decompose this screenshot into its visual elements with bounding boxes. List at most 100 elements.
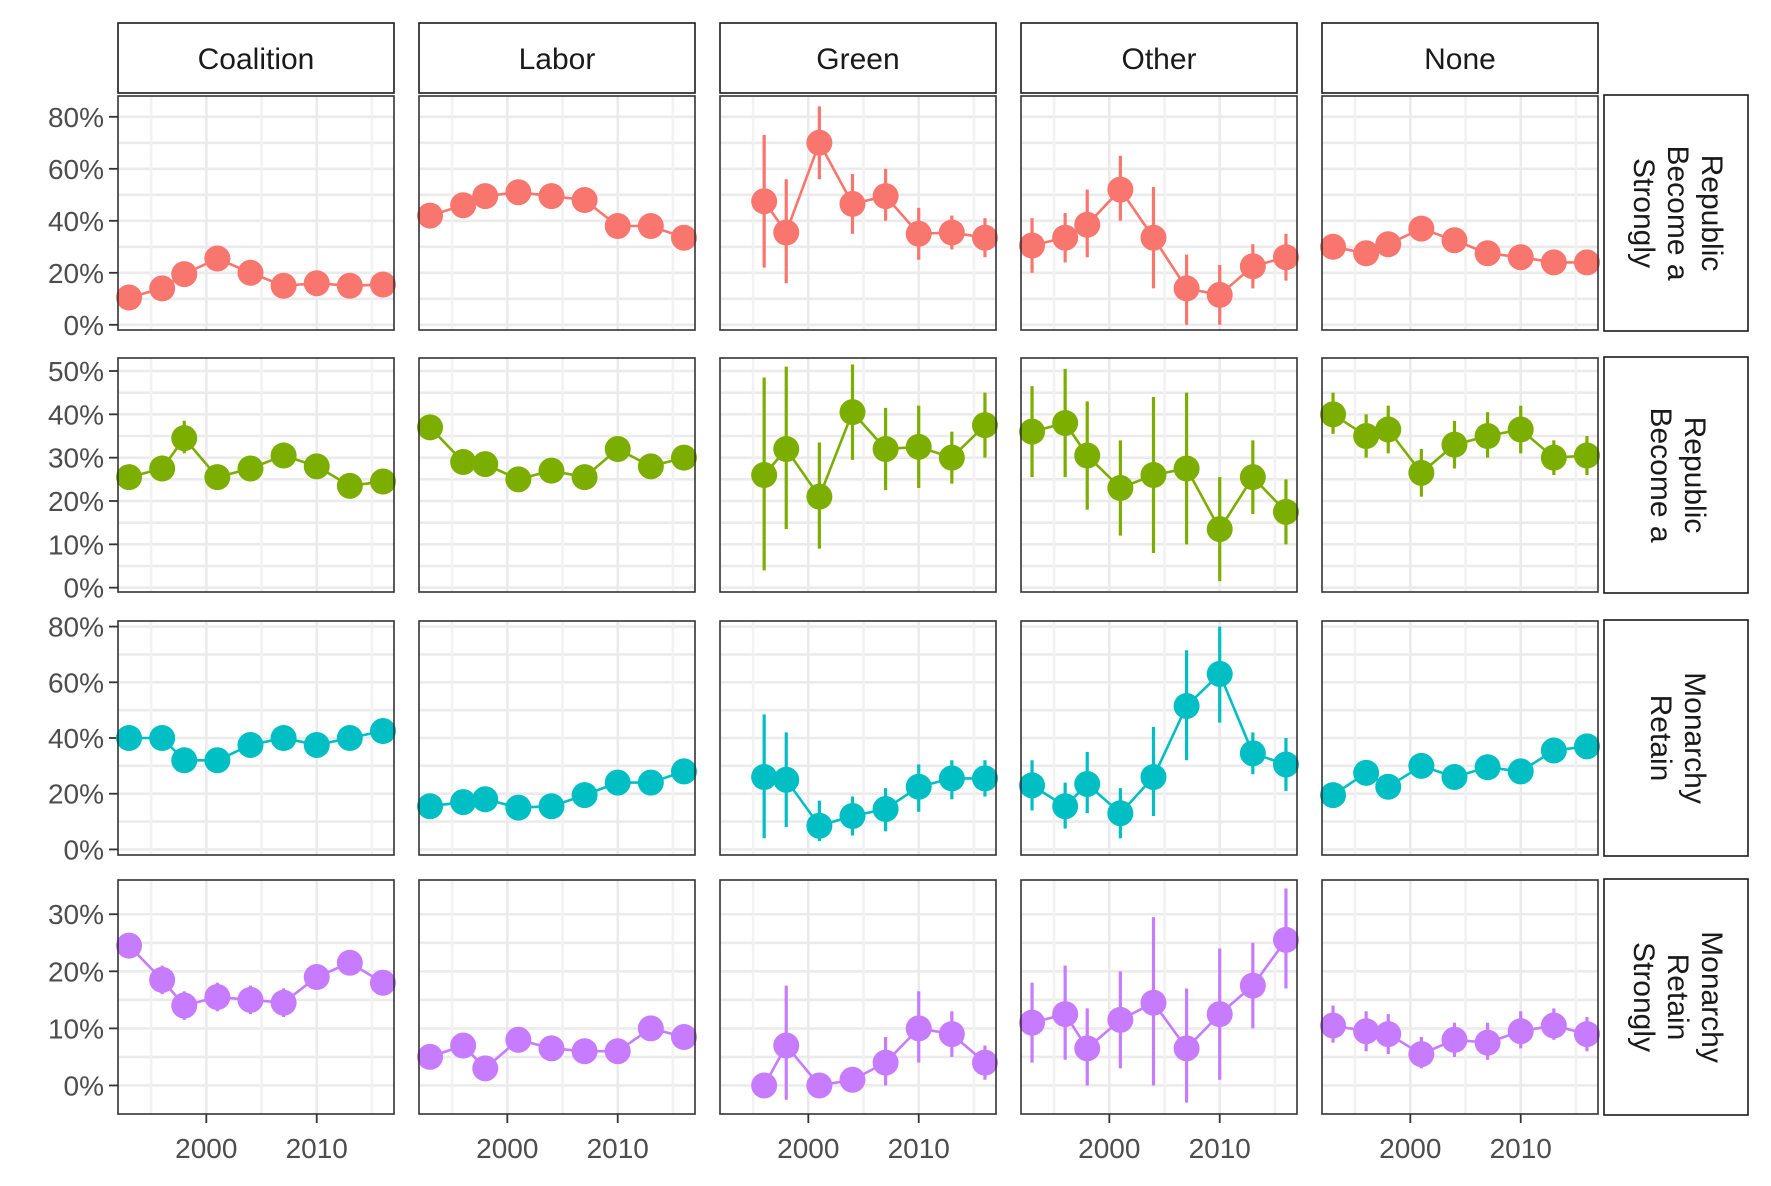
panel-border (1020, 879, 1298, 1115)
row-strip-strongly-retain-monarchy: Strongly Retain Monarchy (1603, 878, 1749, 1116)
y-tick-label: 80% (48, 102, 104, 133)
data-point (571, 187, 598, 213)
data-point (1074, 1035, 1101, 1062)
data-point (604, 213, 631, 239)
data-point (773, 436, 800, 462)
data-point (637, 213, 664, 239)
data-point (751, 764, 778, 790)
data-point (1507, 416, 1534, 443)
data-point (538, 1035, 565, 1062)
data-point (604, 769, 631, 796)
panel-border (719, 620, 997, 856)
data-point (938, 219, 965, 246)
x-tick-label: 2010 (1189, 1133, 1251, 1164)
data-point (149, 455, 176, 482)
data-point (751, 1072, 778, 1099)
data-point (751, 188, 778, 215)
panel-become-a-republic-other (1019, 357, 1299, 593)
data-point (270, 442, 297, 469)
row-label-line: Monarchy (1695, 931, 1728, 1063)
data-point (270, 989, 297, 1016)
data-point (670, 1023, 697, 1050)
data-point (1074, 770, 1101, 797)
panel-retain-monarchy-labor (417, 620, 697, 856)
data-point (1353, 1018, 1380, 1045)
y-tick-label: 0% (64, 573, 104, 604)
data-point (839, 803, 866, 829)
x-axis-none: 2000 2010 (1379, 1114, 1552, 1164)
data-point (1474, 1029, 1501, 1056)
data-point (450, 1032, 477, 1059)
panel-become-a-republic-labor (417, 357, 697, 593)
panel-border (719, 879, 997, 1115)
column-label: Coalition (198, 43, 315, 76)
data-point (637, 769, 664, 796)
data-point (417, 1043, 444, 1070)
data-point (604, 1038, 631, 1065)
y-tick-label: 20% (48, 779, 104, 810)
panel-retain-monarchy-coalition (116, 620, 396, 856)
data-point (472, 451, 499, 478)
data-point (1239, 740, 1266, 767)
data-point (171, 261, 198, 288)
data-point (472, 183, 499, 210)
data-point (1107, 800, 1134, 827)
data-point (571, 1038, 598, 1065)
column-strip-green: Green (719, 22, 997, 94)
data-point (472, 786, 499, 813)
data-point (1408, 459, 1435, 486)
data-point (1206, 660, 1233, 687)
data-point (1573, 1021, 1600, 1048)
data-point (149, 966, 176, 993)
column-label: Other (1121, 43, 1196, 76)
data-point (1375, 773, 1402, 800)
data-point (839, 190, 866, 217)
data-point (505, 179, 532, 206)
data-point (505, 1026, 532, 1053)
panel-border (117, 620, 395, 856)
data-point (450, 449, 477, 475)
panel-strongly-retain-monarchy-coalition (116, 879, 396, 1115)
data-point (1052, 410, 1079, 436)
data-point (872, 1049, 899, 1076)
x-tick-label: 2000 (476, 1133, 538, 1164)
data-point (1507, 758, 1534, 785)
row-label-line: Strongly (1627, 158, 1660, 268)
data-point (938, 444, 965, 471)
data-point (116, 725, 143, 751)
x-tick-label: 2000 (1379, 1133, 1441, 1164)
y-tick-label: 30% (48, 899, 104, 930)
data-point (450, 192, 477, 219)
data-point (417, 202, 444, 229)
panel-become-a-republic-green (719, 357, 998, 593)
panel-border (1020, 95, 1298, 331)
panel-strongly-become-a-republic-labor (417, 95, 697, 331)
row-label-line: Become a (1644, 407, 1677, 542)
row-strip-strongly-become-a-republic: Strongly Become a Republic (1603, 94, 1749, 332)
row-strip-retain-monarchy: Retain Monarchy (1603, 619, 1749, 857)
y-tick-label: 40% (48, 723, 104, 754)
panel-border (1020, 357, 1298, 593)
data-point (171, 425, 198, 452)
y-tick-label: 40% (48, 206, 104, 237)
data-point (1573, 733, 1600, 760)
data-point (369, 969, 396, 996)
panel-become-a-republic-none (1320, 357, 1600, 593)
data-point (270, 725, 297, 751)
y-tick-label: 20% (48, 956, 104, 987)
row-strip-become-a-republic: Become a Republic (1603, 356, 1749, 594)
y-tick-label: 10% (48, 529, 104, 560)
data-point (1474, 240, 1501, 267)
data-point (1540, 444, 1567, 471)
panel-border (117, 357, 395, 593)
data-point (1540, 1012, 1567, 1039)
data-point (1540, 249, 1567, 276)
y-tick-label: 40% (48, 399, 104, 430)
data-point (971, 765, 998, 792)
data-point (1573, 442, 1600, 469)
data-point (1320, 401, 1347, 428)
data-point (905, 220, 932, 247)
data-point (204, 747, 231, 774)
